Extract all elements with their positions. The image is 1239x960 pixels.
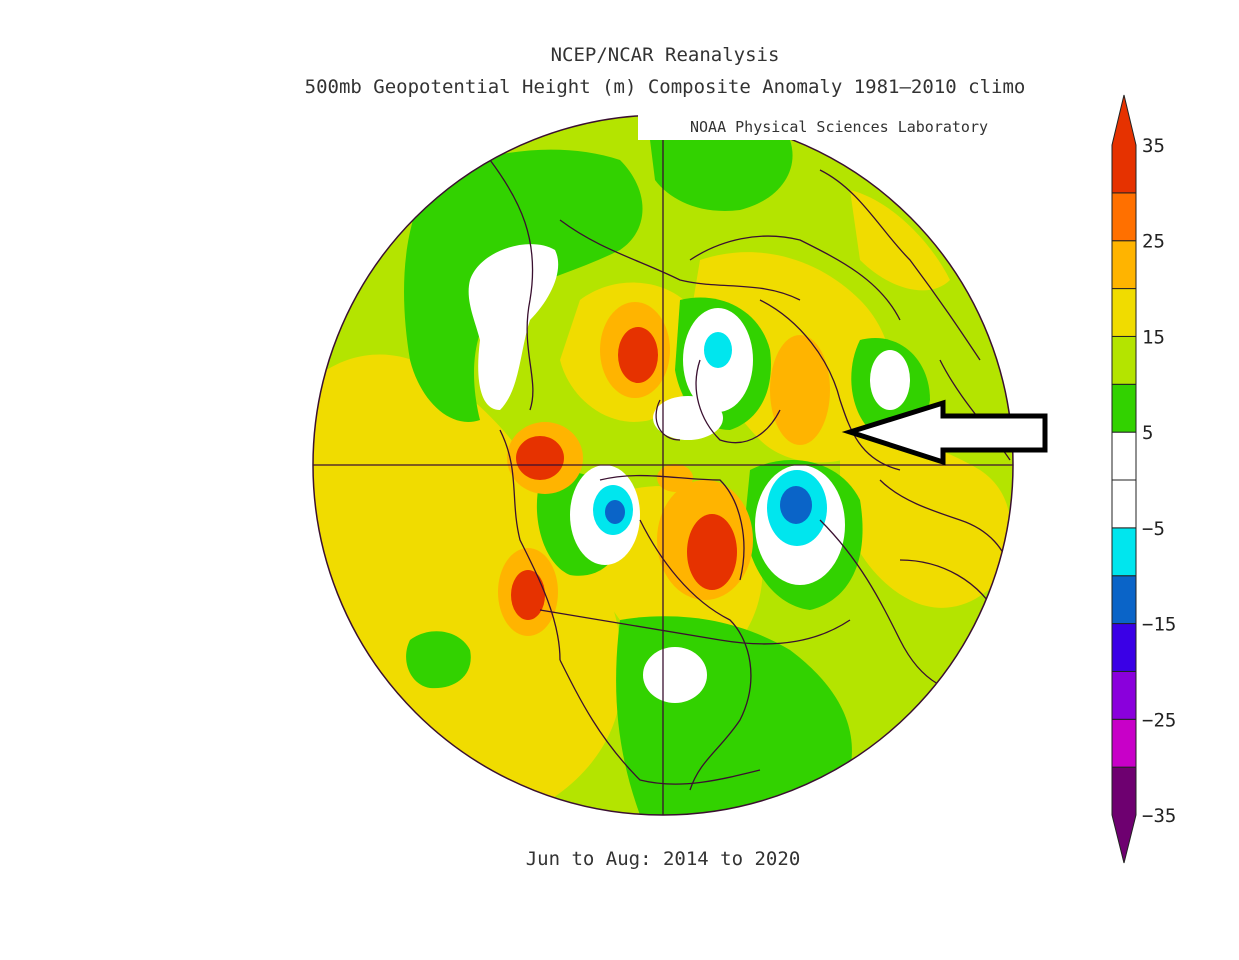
time-period-caption: Jun to Aug: 2014 to 2020 — [525, 848, 801, 870]
chart-subtitle: 500mb Geopotential Height (m) Composite … — [304, 76, 1026, 98]
chart-title: NCEP/NCAR Reanalysis — [550, 44, 780, 66]
colorbar-block — [1111, 192, 1137, 242]
colorbar-block — [1111, 670, 1137, 720]
anomaly-region-green-north — [650, 140, 793, 211]
colorbar-blocks — [1111, 94, 1137, 864]
colorbar-tick-label: 35 — [1142, 135, 1165, 157]
anomaly-high-europe — [770, 335, 830, 445]
colorbar-block — [1111, 479, 1137, 529]
annotation-arrow-icon — [841, 399, 1048, 466]
anomaly-region-green-pacific-small — [406, 631, 471, 689]
colorbar-tick-label: −25 — [1142, 709, 1176, 731]
colorbar-tick-label: −5 — [1142, 518, 1165, 540]
colorbar-block — [1111, 623, 1137, 672]
anomaly-low-beaufort-core — [605, 500, 625, 524]
colorbar-block — [1111, 383, 1137, 433]
anomaly-high-alaska-core — [516, 436, 564, 480]
colorbar-labels: 35 25 15 5 −5 −15 −25 −35 — [1142, 135, 1176, 827]
anomaly-neutral-svalbard — [653, 396, 723, 440]
colorbar-block — [1111, 431, 1137, 481]
colorbar-block — [1111, 288, 1137, 337]
anomaly-neutral-east-siberia — [468, 244, 559, 410]
anomaly-high-pacific-core — [511, 570, 545, 620]
anomaly-neutral-east — [870, 350, 910, 410]
colorbar-block — [1111, 240, 1137, 290]
anomaly-high-greenland-core — [687, 514, 737, 590]
colorbar-block — [1111, 527, 1137, 577]
anomaly-neutral-us — [643, 647, 707, 703]
colorbar-tick-label: 25 — [1142, 231, 1165, 253]
colorbar-tick-label: −35 — [1142, 805, 1176, 827]
colorbar-block — [1111, 575, 1137, 625]
anomaly-high-kara-core — [618, 327, 658, 383]
colorbar-tick-label: −15 — [1142, 614, 1176, 636]
colorbar-tick-label: 5 — [1142, 422, 1153, 444]
anomaly-region-yellow-asia — [850, 190, 950, 291]
colorbar-block — [1111, 335, 1137, 385]
anomaly-low-n-atlantic-core — [780, 486, 812, 524]
colorbar-tick-label: 15 — [1142, 326, 1165, 348]
anomaly-low-barents-core — [704, 332, 732, 368]
colorbar-block — [1111, 718, 1137, 768]
coastlines — [489, 159, 1011, 791]
credit-label: NOAA Physical Sciences Laboratory — [638, 114, 1038, 140]
anomaly-region-yellow-east — [840, 439, 1013, 608]
colorbar-block — [1111, 94, 1137, 194]
